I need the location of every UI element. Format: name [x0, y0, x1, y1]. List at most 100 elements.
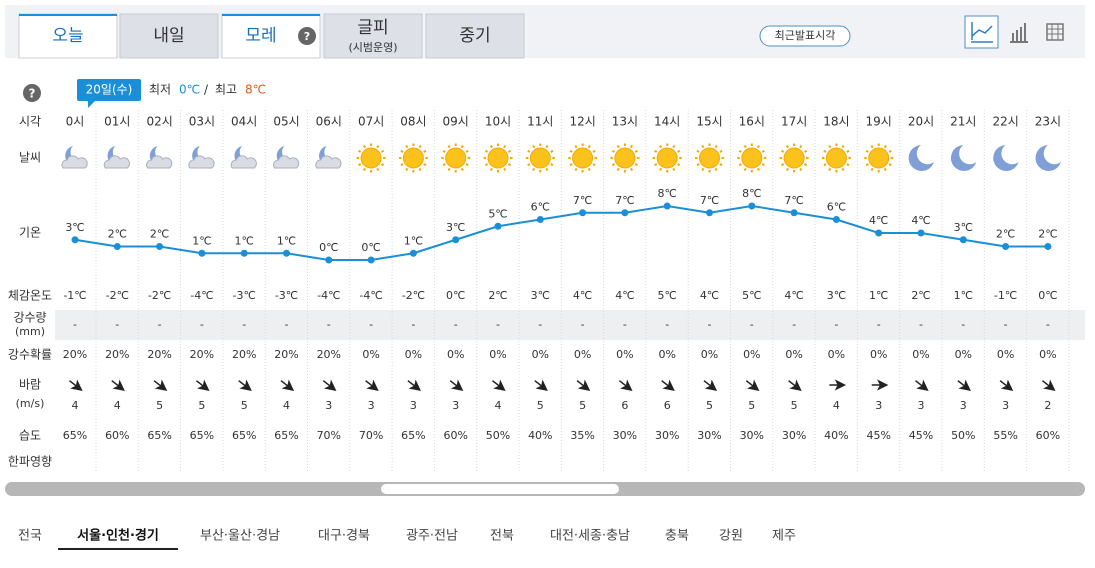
- arrow: [69, 379, 83, 391]
- sun-ray: [611, 149, 616, 153]
- sun-ray: [738, 163, 742, 167]
- tab-label[interactable]: 오늘: [52, 26, 83, 46]
- sun-ray: [634, 163, 638, 167]
- hour: 03시: [189, 115, 215, 129]
- wind-arrow: [999, 379, 1014, 391]
- cloud: [188, 155, 215, 169]
- precip-prob: 0%: [828, 348, 845, 361]
- precip-prob: 0%: [574, 348, 591, 361]
- sun-ray: [823, 163, 827, 167]
- weather-icon: [610, 143, 640, 173]
- sun-ray: [785, 144, 789, 149]
- hour: 10시: [485, 115, 511, 129]
- precip-prob: 20%: [274, 348, 298, 361]
- sun-ray: [532, 144, 536, 149]
- tab-label[interactable]: 중기: [459, 26, 490, 46]
- region-tab[interactable]: 서울·인천·경기: [77, 528, 159, 544]
- region-tab[interactable]: 부산·울산·경남: [200, 529, 280, 544]
- row-label: 습도: [19, 429, 41, 443]
- tab[interactable]: [425, 13, 525, 59]
- wind-speed: 5: [748, 399, 755, 412]
- hour: 17시: [781, 115, 807, 129]
- feels-like: -2℃: [148, 289, 171, 302]
- temperature-label: 3℃: [954, 221, 973, 234]
- region-tab[interactable]: 대전·세종·충남: [550, 529, 630, 544]
- sun-ray: [465, 149, 469, 153]
- temperature-label: 7℃: [615, 194, 634, 207]
- feels-like: 2℃: [488, 289, 507, 302]
- tab[interactable]: [18, 13, 118, 59]
- temperature-point: [748, 202, 756, 210]
- cloud: [103, 155, 130, 169]
- tab-help-icon[interactable]: [298, 27, 316, 45]
- arrow: [703, 379, 718, 391]
- temperature-label: 4℃: [911, 214, 930, 227]
- humidity: 65%: [147, 429, 171, 442]
- temperature-label: 6℃: [531, 201, 550, 214]
- table-view-icon[interactable]: [1046, 23, 1064, 41]
- row-label: (mm): [15, 325, 45, 338]
- arrow: [915, 379, 929, 391]
- hour: 06시: [316, 115, 342, 129]
- sun-ray: [460, 144, 464, 149]
- tab[interactable]: [323, 13, 423, 59]
- bar-view-icon[interactable]: [1010, 23, 1028, 43]
- sun-ray: [545, 167, 549, 172]
- region-tab[interactable]: 제주: [772, 529, 796, 544]
- feels-like: 2℃: [911, 289, 930, 302]
- temperature-label: 7℃: [700, 194, 719, 207]
- temperature-label: 2℃: [1038, 228, 1057, 241]
- humidity: 70%: [317, 429, 341, 442]
- precip-prob: 0%: [997, 348, 1014, 361]
- feels-like: -4℃: [359, 289, 382, 302]
- precip-prob: 0%: [405, 348, 422, 361]
- wind-speed: 4: [114, 399, 121, 412]
- weather-icon: [315, 146, 342, 169]
- precip: -: [961, 318, 965, 331]
- sun-ray: [550, 149, 554, 153]
- temperature-label: 6℃: [827, 201, 846, 214]
- scroll-thumb[interactable]: [381, 484, 619, 494]
- wind-speed: 3: [410, 399, 417, 412]
- sun-ray: [418, 144, 422, 149]
- sun-ray: [442, 149, 446, 153]
- sun-ray: [659, 167, 663, 172]
- wind-arrow: [153, 379, 168, 391]
- region-tab[interactable]: 대구·경북: [318, 529, 370, 544]
- feels-like: 1℃: [869, 289, 888, 302]
- region-tab[interactable]: 전국: [18, 529, 42, 544]
- latest-button[interactable]: 최근발표시각: [775, 29, 836, 42]
- precip: -: [792, 318, 796, 331]
- tab-active-line: [222, 14, 320, 16]
- temperature-point: [113, 243, 121, 250]
- precip: -: [750, 318, 754, 331]
- hour: 14시: [654, 115, 680, 129]
- tab-label[interactable]: 내일: [153, 26, 184, 46]
- hour: 01시: [104, 115, 130, 129]
- region-tab[interactable]: 강원: [719, 529, 743, 544]
- sun-ray: [785, 167, 789, 172]
- tab-label[interactable]: 모레: [245, 26, 276, 46]
- humidity: 65%: [63, 429, 87, 442]
- sun-ray: [701, 144, 705, 149]
- feels-like: 3℃: [531, 289, 550, 302]
- arrow: [871, 379, 889, 391]
- region-tab[interactable]: 광주·전남: [406, 529, 458, 544]
- help-icon[interactable]: [23, 84, 41, 102]
- weather-icon: [525, 143, 555, 173]
- sun-ray: [865, 149, 869, 153]
- tab[interactable]: [119, 13, 219, 59]
- tab-label[interactable]: 글피: [357, 18, 388, 38]
- region-tab[interactable]: 전북: [490, 529, 514, 544]
- badge-pointer: [88, 101, 95, 108]
- sun: [656, 147, 678, 169]
- precip: -: [708, 318, 712, 331]
- weather-icon: [188, 146, 215, 169]
- region-tab[interactable]: 충북: [665, 529, 689, 544]
- latest-button-box[interactable]: [759, 25, 851, 47]
- humidity: 30%: [613, 429, 637, 442]
- sun-ray: [761, 163, 765, 167]
- sun-ray: [799, 144, 803, 149]
- sun: [529, 147, 551, 169]
- precip: -: [454, 318, 458, 331]
